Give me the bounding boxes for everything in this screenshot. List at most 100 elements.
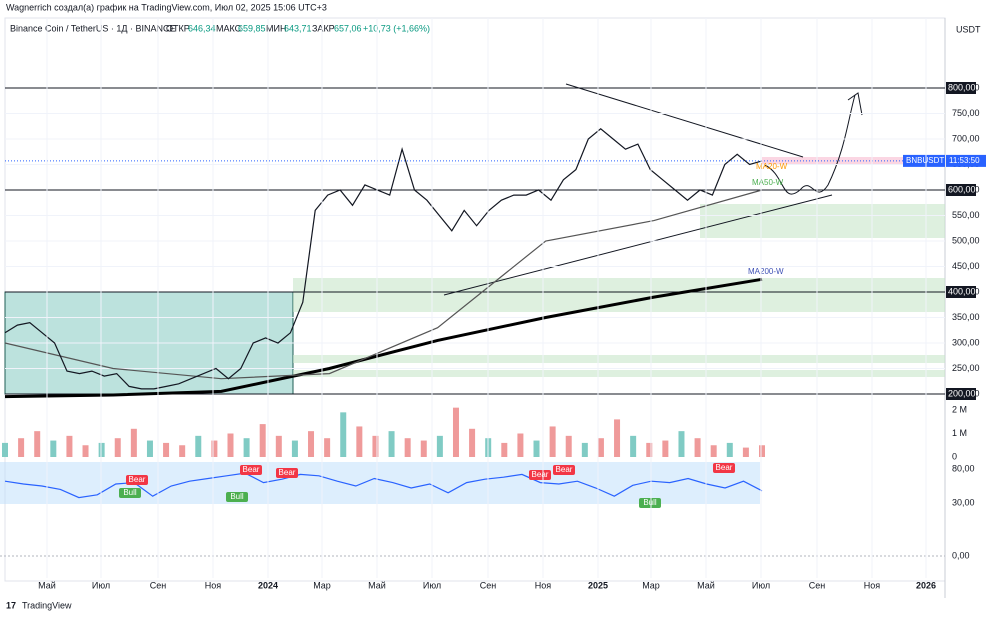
volume-bar: [340, 412, 347, 457]
volume-bar: [98, 442, 105, 457]
volume-bar: [436, 435, 443, 457]
volume-bar: [163, 442, 170, 457]
volume-bar: [114, 438, 121, 457]
volume-bar: [501, 442, 508, 457]
signal-label: Bear: [129, 475, 146, 484]
low-label: МИН: [266, 23, 286, 33]
last-price-symbol: BNBUSDT: [906, 156, 944, 165]
signal-label: Bear: [716, 463, 733, 472]
ma50-line: [4, 189, 763, 380]
signal-tag: [226, 492, 248, 502]
price-tick-label: 750,00: [952, 108, 980, 118]
volume-bar: [275, 435, 282, 457]
trend-line: [443, 194, 833, 296]
time-label: 2024: [258, 580, 278, 590]
signal-tag: [119, 488, 141, 498]
volume-bar: [50, 440, 57, 457]
close-label: ЗАКР: [312, 23, 335, 33]
level-tag-label: 600,00: [948, 184, 976, 194]
ma200-line: [4, 277, 763, 399]
volume-bar: [179, 445, 186, 457]
price-tick-label: 550,00: [952, 210, 980, 220]
volume-bar: [259, 424, 266, 457]
volume-bar: [614, 419, 621, 457]
volume-bar: [388, 431, 395, 457]
low: 643,71: [284, 23, 312, 33]
signal-label: Bear: [532, 470, 549, 479]
time-label: Ноя: [535, 580, 552, 590]
signal-tag: [126, 475, 148, 485]
level-tag-label: 800,00: [948, 82, 976, 92]
high-label: МАКС: [216, 23, 242, 33]
signal-label: Bear: [243, 465, 260, 474]
ma50-label: MA50-W: [752, 178, 784, 187]
time-label: Май: [368, 580, 386, 590]
time-label: Май: [38, 580, 56, 590]
signal-tag: [529, 470, 551, 480]
level-tag: [946, 184, 976, 196]
volume-bar: [34, 431, 41, 457]
volume-bar: [356, 426, 363, 457]
time-label: Сен: [150, 580, 167, 590]
signal-label: Bull: [643, 498, 657, 507]
level-tag-label: 200,00: [948, 388, 976, 398]
volume-bar: [694, 438, 701, 457]
volume-bar: [82, 445, 89, 457]
price-line: [4, 128, 763, 390]
volume-bar: [726, 442, 733, 457]
volume-bar: [517, 433, 524, 457]
volume-tick-label: 2 M: [952, 404, 967, 414]
countdown-tag: [946, 154, 986, 167]
price-tick-label: 250,00: [952, 363, 980, 373]
volume-bar: [581, 442, 588, 457]
open-label: ОТКР: [166, 23, 190, 33]
volume-bar: [146, 440, 153, 457]
time-label: 2026: [916, 580, 936, 590]
signal-label: Bear: [556, 465, 573, 474]
volume-bar: [66, 435, 73, 457]
time-label: 2025: [588, 580, 608, 590]
level-tag: [946, 388, 976, 400]
time-label: Мар: [313, 580, 331, 590]
time-label: Июл: [92, 580, 110, 590]
volume-bar: [404, 438, 411, 457]
volume-bar: [324, 438, 331, 457]
volume-bar: [130, 428, 137, 457]
signal-tag: [639, 498, 661, 508]
signal-tag: [240, 465, 262, 475]
volume-bar: [2, 442, 8, 457]
symbol: Binance Coin / TetherUS · 1Д · BINANCE: [10, 23, 176, 33]
zone: [293, 355, 945, 363]
level-tag: [946, 286, 976, 298]
logo: 17: [6, 600, 16, 610]
time-label: Июл: [752, 580, 770, 590]
zone: [293, 278, 945, 312]
volume-bar: [227, 433, 234, 457]
level-tag-label: 400,00: [948, 286, 976, 296]
signal-label: Bear: [279, 468, 296, 477]
volume-bar: [211, 440, 218, 457]
ma200-label: MA200-W: [748, 267, 784, 276]
time-label: Июл: [423, 580, 441, 590]
volume-bar: [678, 431, 685, 457]
time-label: Ноя: [864, 580, 881, 590]
signal-tag: [276, 468, 298, 478]
volume-bar: [630, 435, 637, 457]
time-label: Сен: [809, 580, 826, 590]
currency: USDT: [956, 24, 981, 34]
signal-label: Bull: [123, 488, 137, 497]
volume-tick-label: 0: [952, 451, 957, 461]
change: +10,73 (+1,66%): [363, 23, 430, 33]
volume-bar: [195, 435, 202, 457]
volume-bar: [710, 445, 717, 457]
volume-bar: [759, 445, 765, 457]
volume-bar: [549, 426, 556, 457]
volume-bar: [18, 438, 25, 457]
countdown: 11:53:50: [949, 156, 980, 165]
signal-label: Bull: [230, 492, 244, 501]
time-label: Сен: [480, 580, 497, 590]
volume-bar: [565, 435, 572, 457]
time-label: Ноя: [205, 580, 222, 590]
high: 659,85: [238, 23, 266, 33]
